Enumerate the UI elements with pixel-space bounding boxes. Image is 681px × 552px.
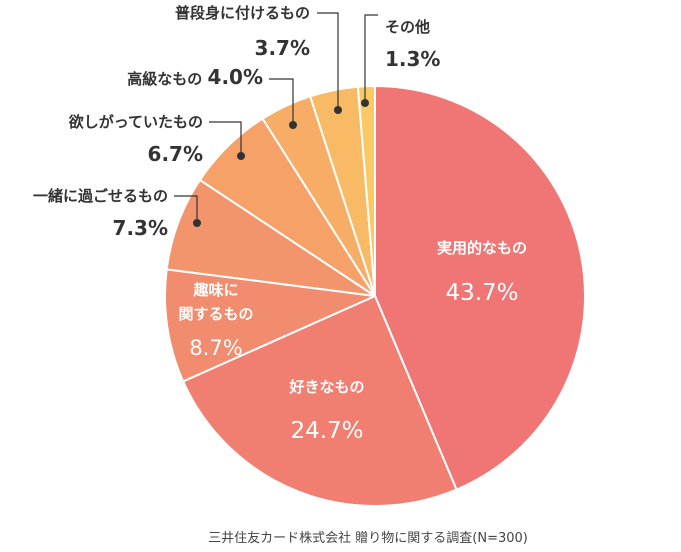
slice-4-leader-dot [193,219,201,227]
slice-6-leader-line [269,78,294,125]
slice-7-leader-dot [334,106,342,114]
slice-6-label: 高級なもの [127,70,207,88]
slice-3-label: 関するもの [178,305,253,323]
slice-3-label: 趣味に [192,281,238,299]
slice-6-callout: 高級なもの 4.0% [127,65,263,89]
slice-8-label: その他 [385,18,430,36]
slice-8-leader-dot [361,99,369,107]
slice-1-label: 実用的なもの [437,239,527,257]
slice-2-wedge [182,295,458,507]
slice-4-value: 7.3% [113,216,168,240]
slice-5-leader-dot [237,152,245,160]
slice-2-label: 好きなもの [288,378,364,396]
slice-4-label: 一緒に過ごせるもの [33,187,168,205]
slice-8-value: 1.3% [385,47,440,71]
slice-7-leader-line [317,12,339,110]
slice-5-leader-line [209,121,242,156]
slice-1-wedge [374,85,586,491]
slice-4-leader-line [174,195,198,223]
slice-8-wedge [356,85,376,297]
slice-8-leader-line [364,14,378,103]
slice-7-value: 3.7% [255,36,310,60]
chart-source: 三井住友カード株式会社 贈り物に関する調査(N=300) [208,530,528,546]
slice-1-value: 43.7% [445,280,518,306]
slice-5-label: 欲しがっていたもの [68,113,203,131]
slice-5-value: 6.7% [148,142,203,166]
slice-2-value: 24.7% [290,418,363,444]
slice-7-label: 普段身に付けるもの [175,4,310,22]
slice-3-wedge [164,268,376,383]
slice-6-leader-dot [289,121,297,129]
slice-3-value: 8.7% [189,336,242,360]
slice-6-value: 4.0% [208,65,263,89]
